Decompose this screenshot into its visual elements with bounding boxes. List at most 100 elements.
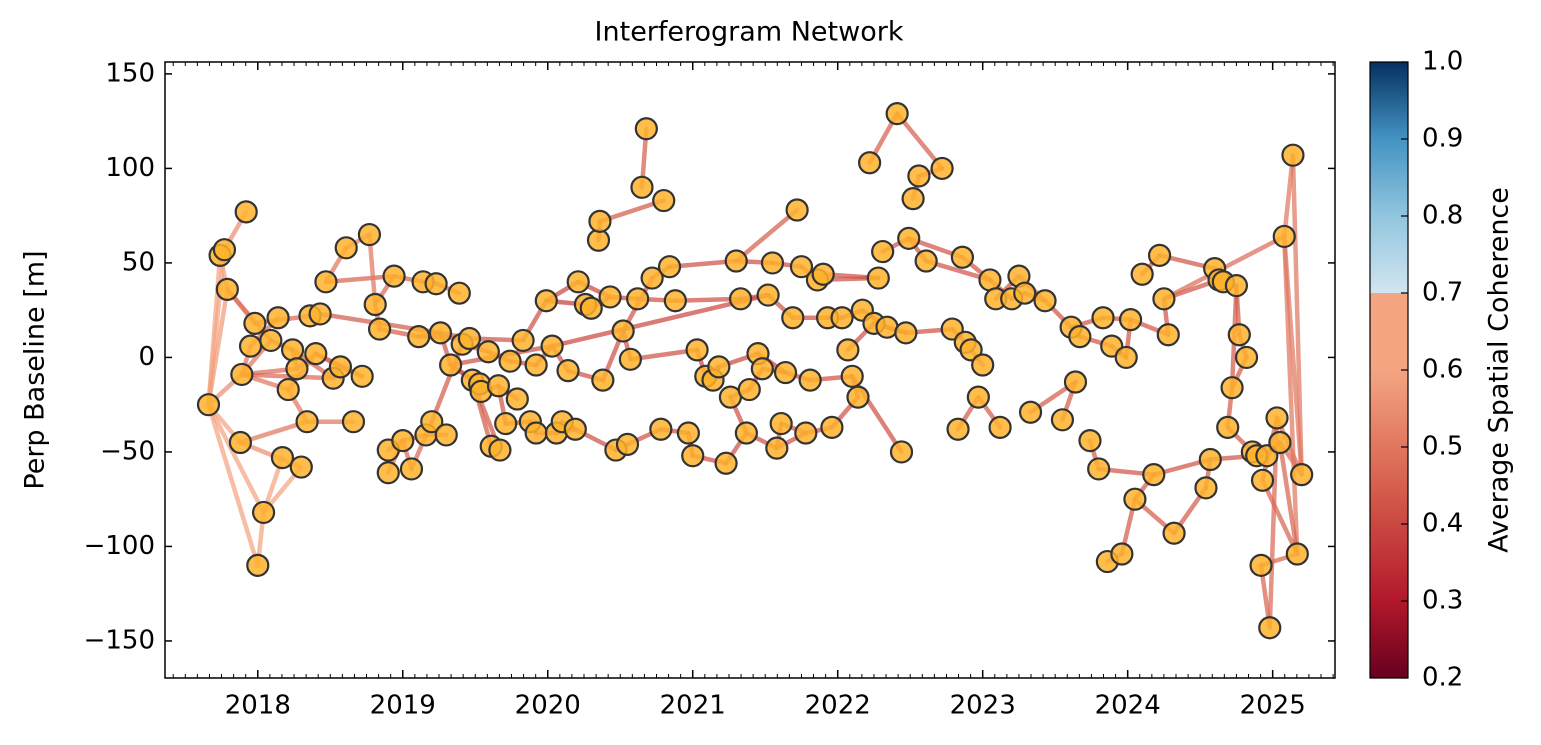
acquisition-node	[866, 266, 890, 290]
interferogram-edge	[367, 232, 378, 307]
acquisition-node	[598, 285, 622, 309]
acquisition-node	[798, 368, 822, 392]
acquisition-node	[885, 102, 909, 126]
acquisition-node	[280, 338, 305, 362]
acquisition-node	[1142, 463, 1166, 487]
acquisition-node	[1114, 345, 1138, 370]
acquisition-node	[586, 228, 611, 252]
acquisition-node	[476, 340, 500, 364]
interferogram-edge	[1277, 440, 1300, 557]
acquisition-node	[350, 364, 374, 388]
acquisition-node	[524, 353, 548, 377]
acquisition-node	[1198, 447, 1222, 472]
colorbar-label: Average Spatial Coherence	[1484, 187, 1515, 553]
acquisition-node	[434, 423, 458, 447]
colorbar-tick-label: 0.7	[1422, 278, 1463, 308]
acquisition-node	[811, 262, 835, 286]
acquisition-node	[785, 198, 809, 222]
acquisition-node	[420, 410, 444, 434]
interferogram-edge	[206, 402, 266, 515]
x-tick-label: 2022	[805, 691, 871, 721]
acquisition-node	[836, 338, 860, 362]
acquisition-node	[685, 338, 709, 362]
x-tick-label: 2025	[1240, 691, 1306, 721]
acquisition-node	[266, 306, 290, 330]
colorbar-tick-label: 0.9	[1422, 124, 1463, 154]
acquisition-node	[289, 455, 313, 479]
colorbar-tick-label: 0.2	[1422, 663, 1463, 693]
acquisition-node	[1258, 616, 1282, 640]
acquisition-node	[295, 410, 319, 434]
acquisition-node	[714, 451, 738, 475]
acquisition-node	[681, 444, 705, 468]
acquisition-node	[618, 347, 642, 371]
acquisition-node	[382, 264, 406, 288]
acquisition-node	[308, 302, 332, 326]
acquisition-node	[1033, 289, 1057, 313]
acquisition-node	[276, 377, 300, 402]
acquisition-node	[588, 209, 612, 233]
acquisition-node	[399, 457, 424, 481]
acquisition-node	[304, 342, 328, 366]
acquisition-node	[894, 321, 918, 345]
x-tick-label: 2021	[660, 691, 726, 721]
acquisition-node	[1013, 281, 1037, 305]
colorbar-tick-label: 0.3	[1422, 586, 1463, 616]
acquisition-node	[858, 151, 882, 175]
acquisition-node	[789, 255, 814, 279]
acquisition-node	[840, 364, 864, 388]
acquisition-node	[424, 272, 448, 296]
acquisition-node	[750, 357, 774, 381]
acquisition-node	[914, 249, 938, 273]
acquisition-node	[724, 249, 748, 273]
x-tick-label: 2020	[515, 691, 581, 721]
acquisition-node	[978, 268, 1002, 292]
acquisition-node	[1130, 262, 1154, 286]
acquisition-node	[1050, 408, 1075, 432]
acquisition-node	[640, 266, 664, 290]
acquisition-node	[494, 411, 518, 436]
colorbar-tick-label: 0.8	[1422, 201, 1463, 231]
acquisition-node	[391, 428, 415, 453]
acquisition-node	[1227, 323, 1251, 347]
acquisition-node	[950, 245, 974, 269]
acquisition-node	[488, 438, 512, 462]
interferogram-edge	[206, 402, 261, 568]
acquisition-node	[1281, 143, 1305, 167]
colorbar-tick-label: 0.5	[1422, 432, 1463, 462]
acquisition-node	[447, 281, 471, 305]
acquisition-node	[367, 317, 392, 341]
acquisition-node	[988, 415, 1012, 439]
acquisition-node	[314, 270, 338, 294]
acquisition-node	[285, 357, 309, 381]
acquisition-node	[457, 326, 482, 351]
y-tick-label: 0	[138, 342, 155, 372]
acquisition-node	[663, 289, 687, 313]
acquisition-node	[376, 461, 400, 485]
y-tick-label: −100	[84, 531, 155, 561]
plot-frame	[164, 61, 1336, 679]
acquisition-node	[505, 387, 529, 411]
acquisition-node	[634, 117, 658, 141]
interferogram-edge	[1260, 478, 1300, 557]
acquisition-node	[769, 411, 793, 436]
acquisition-node	[930, 156, 954, 181]
acquisition-node	[1224, 274, 1249, 298]
interferogram-edge	[894, 111, 945, 171]
acquisition-node	[234, 200, 258, 224]
acquisition-node	[259, 328, 283, 353]
acquisition-node	[1272, 224, 1296, 249]
acquisition-node	[611, 319, 635, 343]
acquisition-node	[498, 349, 522, 373]
acquisition-node	[946, 417, 970, 441]
acquisition-node	[270, 446, 295, 470]
acquisition-node	[579, 296, 603, 320]
acquisition-node	[511, 328, 535, 353]
acquisition-node	[1078, 428, 1102, 453]
acquisition-node	[428, 321, 453, 345]
interferogram-edge	[1282, 234, 1300, 557]
acquisition-node	[1147, 243, 1172, 267]
acquisition-node	[1091, 306, 1115, 330]
acquisition-node	[630, 175, 654, 199]
acquisition-node	[566, 270, 590, 294]
